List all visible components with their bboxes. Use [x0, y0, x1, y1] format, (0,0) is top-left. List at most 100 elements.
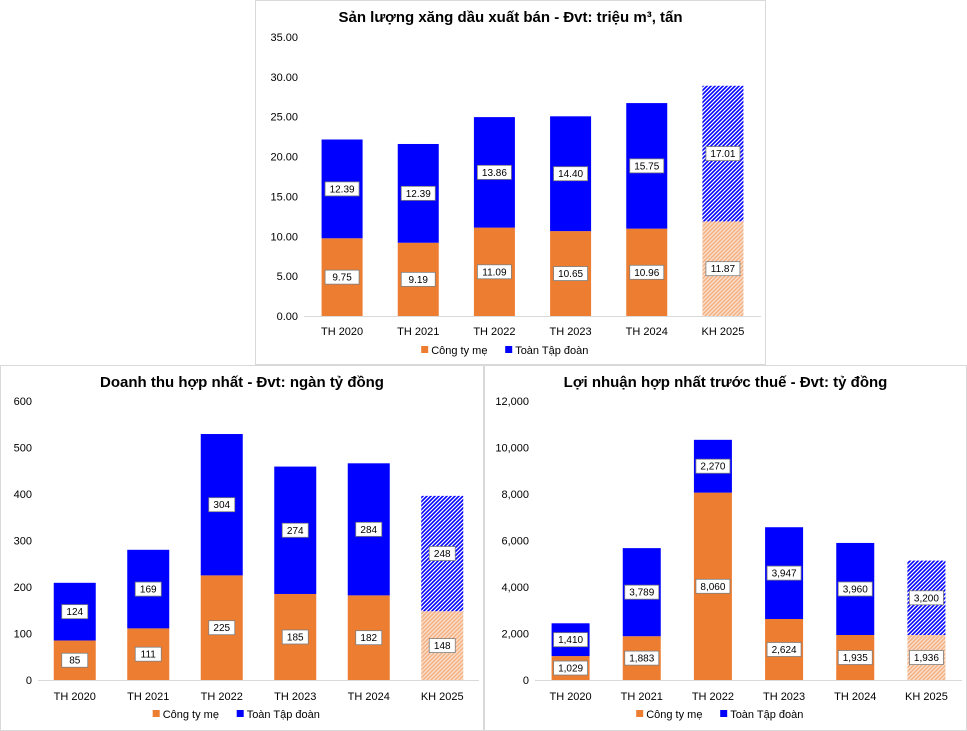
data-label-box: [61, 652, 89, 668]
y-tick-label: 2,000: [501, 629, 529, 641]
chart-title: Sản lượng xăng dầu xuất bán - Đvt: triệu…: [338, 9, 682, 26]
data-label-box: [208, 620, 236, 636]
x-tick-label: TH 2020: [321, 326, 363, 338]
legend: Công ty mẹ Toàn Tập đoàn: [636, 709, 803, 721]
data-label-box: [624, 584, 660, 600]
legend: Công ty mẹ Toàn Tập đoàn: [152, 709, 320, 721]
data-label: 304: [213, 500, 230, 511]
data-label-box: [705, 146, 741, 161]
data-label: 14.40: [558, 169, 583, 180]
legend-swatch-parent-company: [421, 346, 429, 353]
data-label: 13.86: [482, 168, 507, 179]
data-label-box: [629, 264, 665, 280]
x-tick-label: TH 2021: [397, 326, 439, 338]
data-label: 248: [434, 549, 451, 560]
legend-label: Toàn Tập đoàn: [247, 709, 320, 721]
data-label: 17.01: [710, 149, 735, 160]
x-tick-label: TH 2022: [473, 326, 515, 338]
data-label: 3,947: [772, 569, 797, 580]
data-label: 3,789: [629, 588, 654, 599]
x-tick-label: TH 2022: [201, 691, 243, 703]
data-label: 182: [360, 633, 377, 644]
bars: 85 124 111 169 225 304 185 274 182 284 148 248: [53, 434, 464, 680]
data-label: 2,270: [700, 462, 725, 473]
legend-swatch-whole-group: [720, 710, 728, 717]
data-label: 10.65: [558, 269, 583, 280]
data-label: 1,029: [558, 664, 583, 675]
bars: 1,029 1,410 1,883 3,789 8,060 2,270 2,624 3,947…: [551, 439, 946, 680]
y-tick-label: 30.00: [270, 72, 298, 84]
y-tick-label: 0: [523, 675, 529, 687]
x-tick-label: KH 2025: [421, 691, 464, 703]
y-tick-label: 15.00: [270, 191, 298, 203]
chart-title: Lợi nhuận hợp nhất trước thuế - Đvt: tỷ …: [564, 374, 888, 391]
data-label: 10.96: [634, 268, 659, 279]
data-label: 9.19: [409, 275, 429, 286]
x-tick-label: TH 2020: [549, 691, 591, 703]
data-label-box: [629, 158, 665, 174]
x-tick-label: TH 2022: [692, 691, 734, 703]
x-tick-label: TH 2021: [127, 691, 169, 703]
legend-swatch-whole-group: [505, 346, 513, 353]
data-label-box: [837, 581, 873, 597]
data-label: 2,624: [772, 645, 797, 656]
data-label-box: [208, 497, 236, 513]
legend-swatch-parent-company: [636, 710, 644, 717]
y-tick-label: 5.00: [277, 271, 298, 283]
x-tick-label: TH 2023: [549, 326, 591, 338]
data-label: 274: [287, 526, 304, 537]
y-tick-label: 400: [14, 489, 32, 501]
data-label-box: [553, 632, 588, 648]
data-label-box: [400, 185, 436, 201]
x-tick-label: TH 2021: [621, 691, 663, 703]
data-label-box: [766, 642, 802, 657]
data-label: 1,936: [914, 653, 939, 664]
data-label: 12.39: [406, 189, 431, 200]
legend-swatch-whole-group: [236, 710, 244, 717]
data-label-box: [695, 458, 731, 474]
data-label: 15.75: [634, 161, 659, 172]
data-label-box: [705, 261, 741, 277]
legend: Công ty mẹ Toàn Tập đoàn: [421, 345, 588, 357]
data-label-box: [61, 604, 89, 620]
volume-chart-panel: Sản lượng xăng dầu xuất bán - Đvt: triệu…: [255, 0, 766, 365]
data-label: 124: [66, 607, 83, 618]
x-tick-label: TH 2024: [834, 691, 876, 703]
y-tick-label: 35.00: [270, 32, 298, 44]
volume-chart: Sản lượng xăng dầu xuất bán - Đvt: triệu…: [270, 9, 761, 357]
data-label: 1,410: [558, 635, 583, 646]
data-label: 111: [141, 650, 157, 661]
data-label-box: [355, 630, 383, 646]
x-tick-label: TH 2020: [54, 691, 96, 703]
legend-label: Công ty mẹ: [163, 709, 219, 721]
data-label-box: [553, 166, 588, 182]
data-label: 185: [287, 632, 304, 643]
data-label: 284: [360, 525, 377, 536]
data-label-box: [324, 181, 360, 197]
legend-label: Toàn Tập đoàn: [730, 709, 803, 721]
data-label-box: [281, 522, 309, 538]
x-tick-label: TH 2023: [763, 691, 805, 703]
data-label: 1,883: [629, 654, 654, 665]
y-tick-label: 10.00: [270, 231, 298, 243]
profit-chart-panel: Lợi nhuận hợp nhất trước thuế - Đvt: tỷ …: [484, 365, 967, 731]
chart-title: Doanh thu hợp nhất - Đvt: ngàn tỷ đồng: [100, 374, 384, 391]
data-label: 11.87: [711, 264, 736, 275]
y-tick-label: 8,000: [501, 489, 529, 501]
x-tick-label: KH 2025: [702, 326, 745, 338]
data-label: 85: [69, 656, 81, 667]
x-tick-label: TH 2024: [348, 691, 390, 703]
bars: 9.75 12.39 9.19 12.39 11.09 13.86 10.65 14.40 10…: [321, 85, 744, 316]
y-tick-label: 0: [26, 675, 32, 687]
y-axis: 0.00 5.00 10.00 15.00 20.00 25.00 30.00 35.00: [270, 32, 298, 323]
data-label: 225: [213, 623, 230, 634]
y-tick-label: 0.00: [277, 311, 298, 323]
data-label-box: [909, 590, 944, 606]
data-label-box: [134, 646, 162, 662]
y-tick-label: 600: [14, 396, 32, 408]
profit-chart: Lợi nhuận hợp nhất trước thuế - Đvt: tỷ …: [495, 374, 962, 721]
legend-label: Toàn Tập đoàn: [515, 345, 588, 357]
data-label-box: [624, 650, 660, 666]
x-tick-label: TH 2023: [274, 691, 316, 703]
data-label-box: [837, 650, 873, 665]
